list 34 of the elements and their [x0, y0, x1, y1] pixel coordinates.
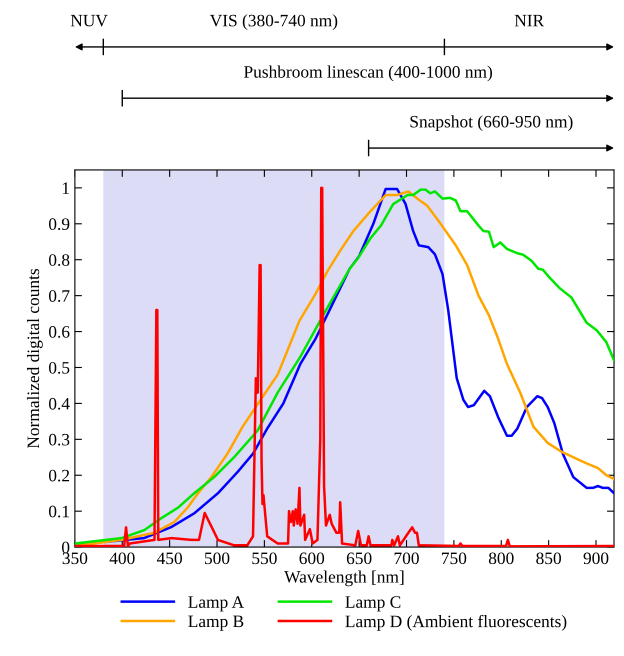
x-tick-label: 450	[156, 552, 182, 564]
x-tick-label: 500	[204, 552, 230, 564]
x-tick-label: 650	[346, 552, 372, 564]
text: Pushbroom linescan (400-1000 nm)	[244, 66, 492, 82]
text: Snapshot (660-950 nm)	[410, 115, 573, 132]
y-tick-label: 0.5	[48, 362, 70, 374]
y-axis-title: Normalized digital counts	[26, 268, 43, 448]
legend-label: Lamp D (Ambient fluorescents)	[345, 614, 566, 631]
y-tick-label: 0.1	[48, 506, 69, 518]
x-tick-label: 850	[536, 552, 561, 564]
y-tick-label: 0.7	[48, 290, 70, 302]
x-tick-label: 600	[299, 552, 324, 564]
y-tick-label: 1	[62, 182, 69, 194]
x-tick-label: 350	[62, 552, 88, 564]
y-tick-label: 0.2	[48, 470, 70, 482]
text: NUV	[70, 14, 108, 27]
legend-label: Lamp C	[345, 596, 400, 612]
x-tick-label: 700	[394, 552, 419, 564]
x-tick-label: 800	[488, 552, 514, 564]
x-tick-label: 750	[442, 552, 466, 564]
text: NIR	[514, 14, 544, 26]
x-axis-title: Wavelength [nm]	[284, 570, 404, 586]
legend-label: Lamp B	[188, 616, 244, 631]
y-tick-label: 0.6	[48, 326, 70, 338]
x-tick-label: 400	[110, 552, 135, 564]
y-tick-label: 0	[62, 542, 70, 554]
y-tick-label: 0.3	[48, 434, 70, 446]
x-tick-label: 900	[584, 552, 608, 564]
y-tick-label: 0.8	[48, 254, 70, 266]
y-tick-label: 0.4	[48, 398, 70, 410]
text: VIS (380-740 nm)	[210, 14, 338, 30]
y-tick-label: 0.9	[48, 218, 70, 230]
legend-label: Lamp A	[188, 596, 244, 612]
x-tick-label: 550	[252, 552, 277, 564]
